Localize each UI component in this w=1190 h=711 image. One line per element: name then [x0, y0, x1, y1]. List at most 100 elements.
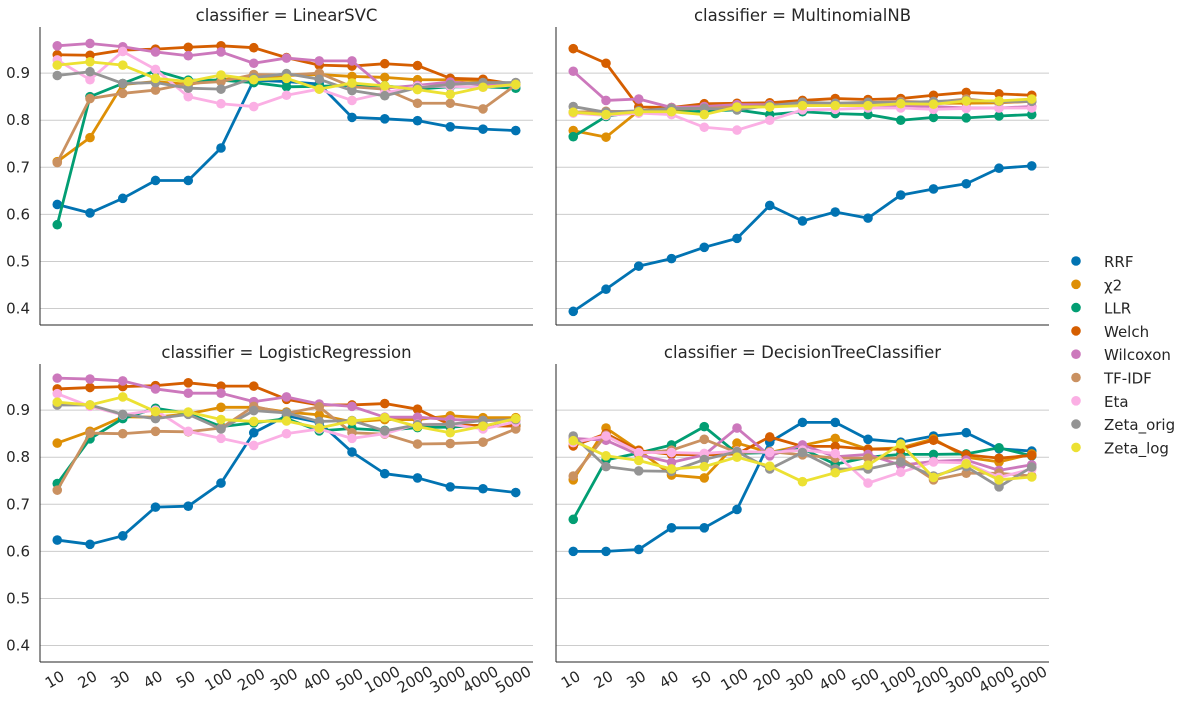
data-point [699, 473, 710, 483]
data-point [85, 93, 95, 104]
data-point [961, 113, 972, 123]
x-tick-label: 500 [333, 665, 367, 695]
data-point [379, 468, 390, 479]
data-point [961, 96, 972, 106]
data-point [994, 96, 1004, 106]
data-point [347, 85, 357, 96]
data-point [347, 71, 357, 82]
data-point [85, 66, 95, 77]
data-point [248, 101, 259, 112]
data-point [183, 50, 194, 61]
data-point [52, 485, 63, 495]
data-point [52, 70, 63, 81]
facet-panel-3: 10 20 30 40 50 100200300400500100020003000400… [555, 343, 1050, 697]
legend-marker [1071, 442, 1081, 453]
data-point [379, 90, 390, 101]
data-point [216, 98, 226, 109]
data-point [445, 89, 456, 100]
data-point [85, 374, 95, 384]
data-point [764, 461, 775, 471]
x-tick-label: 100 [718, 665, 752, 695]
data-point [830, 207, 841, 217]
data-point [994, 103, 1004, 113]
data-point [732, 452, 742, 463]
data-point [150, 502, 161, 512]
data-point [830, 433, 841, 444]
facet-title: classifier = DecisionTreeClassifier [664, 343, 941, 362]
data-point [732, 423, 742, 433]
data-point [150, 175, 161, 186]
data-point [248, 58, 259, 69]
data-point [52, 438, 63, 448]
x-tick-label: 10 [42, 667, 68, 692]
data-point [510, 424, 521, 434]
data-point [699, 461, 710, 472]
data-point [150, 64, 161, 75]
data-point [85, 38, 95, 49]
data-point [863, 100, 873, 111]
data-point [347, 112, 357, 123]
data-point [248, 416, 259, 427]
data-point [412, 115, 423, 126]
data-point [347, 401, 357, 412]
data-point [699, 421, 710, 432]
legend: RRF χ2 LLR Welch Wilcoxon TF-IDF Eta Zeta_orig Z… [1071, 253, 1175, 458]
y-tick-label: 0.9 [6, 401, 30, 419]
series-Zeta_log [52, 57, 521, 100]
data-point [314, 423, 325, 433]
data-point [961, 459, 972, 469]
data-point [445, 482, 456, 492]
data-point [510, 79, 521, 90]
data-point [412, 421, 423, 432]
data-point [895, 457, 906, 467]
data-point [216, 433, 226, 444]
x-tick-label: 30 [623, 667, 649, 692]
data-point [797, 100, 808, 111]
data-point [601, 546, 611, 557]
data-point [633, 455, 644, 466]
data-point [281, 408, 292, 418]
data-point [117, 88, 128, 99]
x-tick-label: 5000 [492, 662, 534, 697]
data-point [85, 539, 95, 550]
data-point [895, 98, 906, 109]
data-point [117, 46, 128, 57]
data-point [150, 406, 161, 417]
data-point [928, 457, 939, 467]
data-point [314, 84, 325, 94]
data-point [445, 79, 456, 90]
data-point [601, 284, 611, 295]
data-point [85, 400, 95, 410]
data-point [314, 410, 325, 420]
data-point [216, 84, 226, 94]
data-point [150, 85, 161, 95]
data-point [445, 419, 456, 430]
data-point [633, 544, 644, 555]
data-point [183, 407, 194, 417]
series-RRF [568, 417, 1037, 557]
facet-panel-0: 0.4 0.5 0.6 0.7 0.8 0.9 classifier = LinearSVC [6, 6, 533, 326]
data-point [928, 99, 939, 110]
data-point [281, 73, 292, 84]
data-point [830, 448, 841, 459]
data-point [248, 74, 259, 85]
data-point [797, 216, 808, 226]
data-point [895, 115, 906, 126]
data-point [994, 475, 1004, 485]
data-point [379, 58, 390, 69]
data-point [412, 84, 423, 95]
data-point [248, 42, 259, 53]
data-point [478, 82, 488, 93]
series-RRF [568, 161, 1037, 317]
data-point [347, 416, 357, 426]
y-tick-label: 0.7 [6, 495, 30, 513]
data-point [666, 457, 677, 468]
data-point [347, 433, 357, 444]
legend-label: Zeta_log [1104, 439, 1169, 458]
legend-marker [1071, 256, 1081, 266]
data-point [633, 94, 644, 104]
y-tick-label: 0.8 [6, 448, 30, 466]
series-Zeta_log [52, 392, 521, 438]
legend-marker [1071, 396, 1081, 406]
data-point [830, 100, 841, 111]
